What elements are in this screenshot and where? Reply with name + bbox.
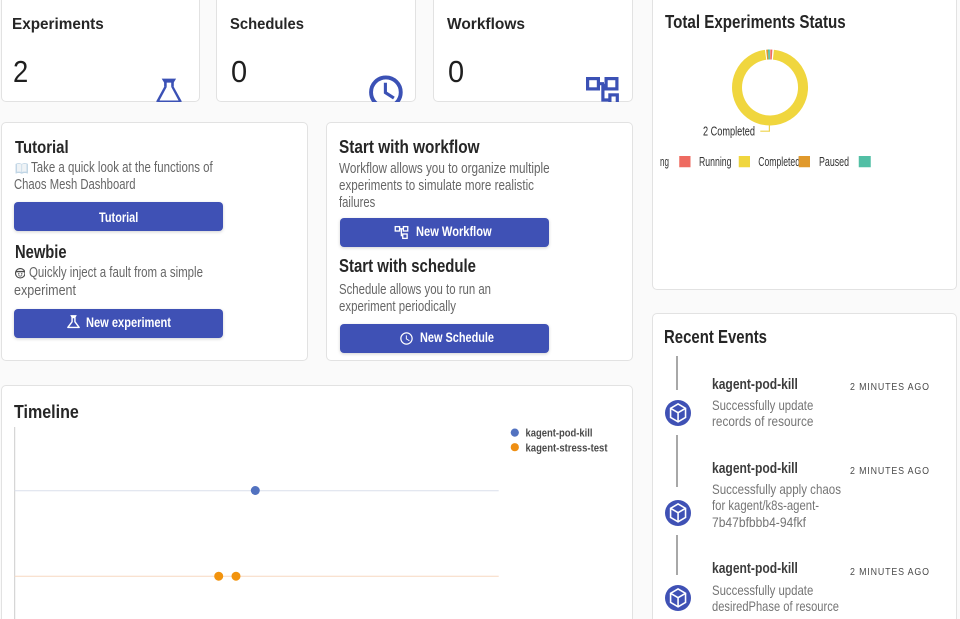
svg-text:Running: Running — [699, 155, 732, 169]
svg-text:Completed: Completed — [758, 155, 800, 169]
svg-text:kagent-stress-test: kagent-stress-test — [526, 443, 608, 455]
svg-text:ng: ng — [660, 155, 669, 169]
svg-text:kagent-pod-kill: kagent-pod-kill — [526, 427, 593, 439]
svg-text:Paused: Paused — [819, 155, 849, 169]
svg-text:2 Completed: 2 Completed — [703, 125, 755, 139]
